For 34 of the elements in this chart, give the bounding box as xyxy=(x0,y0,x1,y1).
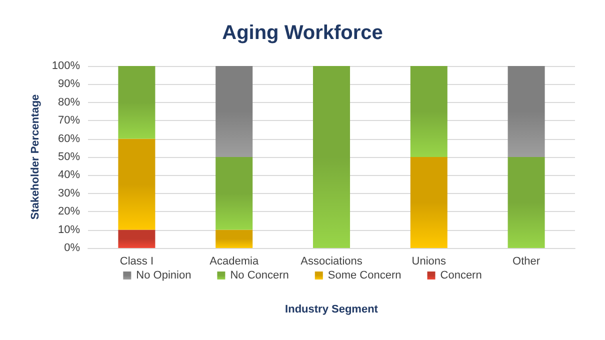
x-tick-label: Other xyxy=(512,256,540,268)
bar xyxy=(118,138,156,230)
y-axis-title: Stakeholder Percentage xyxy=(29,94,42,220)
bar xyxy=(216,157,253,230)
bar xyxy=(410,66,448,157)
bar xyxy=(410,157,448,248)
legend-label: Some Concern xyxy=(328,270,402,282)
bar xyxy=(508,157,545,248)
bar xyxy=(216,230,253,248)
x-tick-label: Unions xyxy=(412,256,447,268)
y-tick-label: 10% xyxy=(58,224,80,236)
bar xyxy=(216,66,253,157)
legend-label: Concern xyxy=(440,270,482,282)
bar xyxy=(118,230,156,248)
legend-label: No Opinion xyxy=(136,270,192,282)
y-tick-label: 90% xyxy=(58,78,80,90)
bar xyxy=(118,66,156,139)
y-tick-label: 40% xyxy=(58,169,80,182)
x-tick-label: Class I xyxy=(120,256,154,268)
x-tick-label: Academia xyxy=(210,256,260,268)
y-tick-label: 50% xyxy=(58,151,80,163)
legend-label: No Concern xyxy=(230,270,289,282)
y-tick-label: 70% xyxy=(58,114,80,127)
y-tick-label: 0% xyxy=(64,242,80,254)
chart-title: Aging Workforce xyxy=(222,22,383,44)
bar xyxy=(312,66,350,248)
bar xyxy=(508,66,545,157)
x-axis-title: Industry Segment xyxy=(285,304,378,316)
y-tick-label: 80% xyxy=(58,96,80,108)
y-tick-label: 30% xyxy=(58,187,80,200)
y-tick-label: 20% xyxy=(58,206,80,218)
y-tick-label: 60% xyxy=(58,132,80,145)
x-tick-label: Associations xyxy=(300,256,363,268)
y-tick-label: 100% xyxy=(52,60,80,72)
